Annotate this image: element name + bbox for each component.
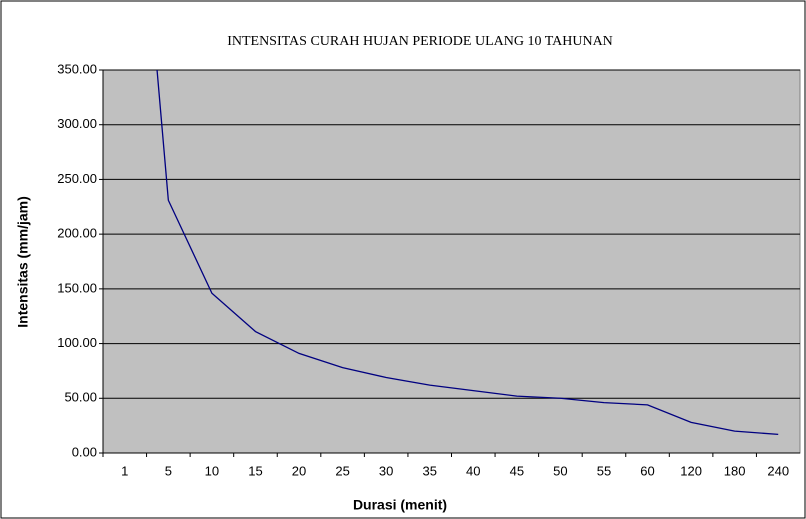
y-tick-label: 350.00 bbox=[57, 61, 97, 76]
y-tick-label: 0.00 bbox=[72, 444, 97, 459]
x-tick-label: 60 bbox=[640, 463, 654, 478]
y-tick-label: 100.00 bbox=[57, 335, 97, 350]
chart: INTENSITAS CURAH HUJAN PERIODE ULANG 10 … bbox=[0, 0, 806, 519]
x-tick-label: 5 bbox=[165, 463, 172, 478]
y-tick-label: 300.00 bbox=[57, 116, 97, 131]
x-tick-label: 45 bbox=[510, 463, 524, 478]
x-tick-label: 35 bbox=[422, 463, 436, 478]
y-tick-label: 150.00 bbox=[57, 280, 97, 295]
x-tick-label: 20 bbox=[292, 463, 306, 478]
x-tick-label: 240 bbox=[767, 463, 789, 478]
x-tick-label: 40 bbox=[466, 463, 480, 478]
x-tick-label: 180 bbox=[724, 463, 746, 478]
x-tick-label: 15 bbox=[248, 463, 262, 478]
y-axis-title: Intensitas (mm/jam) bbox=[15, 196, 31, 327]
x-tick-label: 25 bbox=[335, 463, 349, 478]
plot-area bbox=[103, 70, 800, 453]
x-tick-label: 120 bbox=[680, 463, 702, 478]
y-tick-label: 200.00 bbox=[57, 226, 97, 241]
y-tick-label: 50.00 bbox=[64, 390, 97, 405]
x-tick-label: 1 bbox=[121, 463, 128, 478]
x-tick-label: 55 bbox=[597, 463, 611, 478]
y-tick-label: 250.00 bbox=[57, 171, 97, 186]
x-tick-label: 10 bbox=[205, 463, 219, 478]
chart-title: INTENSITAS CURAH HUJAN PERIODE ULANG 10 … bbox=[227, 34, 613, 49]
x-tick-label: 30 bbox=[379, 463, 393, 478]
x-tick-label: 50 bbox=[553, 463, 567, 478]
x-axis-title: Durasi (menit) bbox=[353, 497, 447, 513]
